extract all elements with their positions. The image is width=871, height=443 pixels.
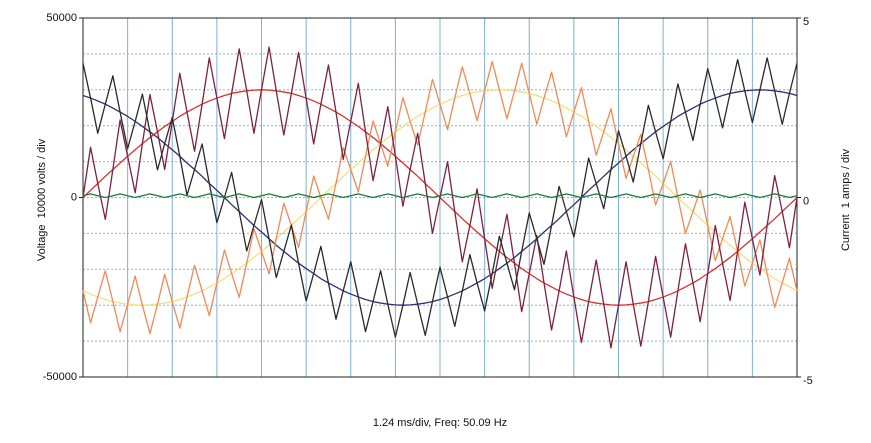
y-tick-label: -50000 (43, 371, 77, 383)
y2-tick-label: -5 (803, 375, 813, 387)
series-line (82, 89, 798, 306)
series-line (82, 193, 798, 199)
series-line (82, 60, 798, 335)
y2-tick-label: 0 (803, 195, 809, 207)
y-tick-label: 50000 (46, 12, 77, 24)
y-tick-label: 0 (71, 191, 77, 203)
series-line (82, 57, 798, 338)
y2-axis-title: Current 1 amps / div (840, 148, 852, 251)
y2-tick-label: 5 (803, 16, 809, 28)
x-axis-title: 1.24 ms/div, Freq: 50.09 Hz (373, 417, 507, 429)
y-axis-title: Voltage 10000 volts / div (36, 138, 48, 261)
series-line (82, 46, 798, 349)
